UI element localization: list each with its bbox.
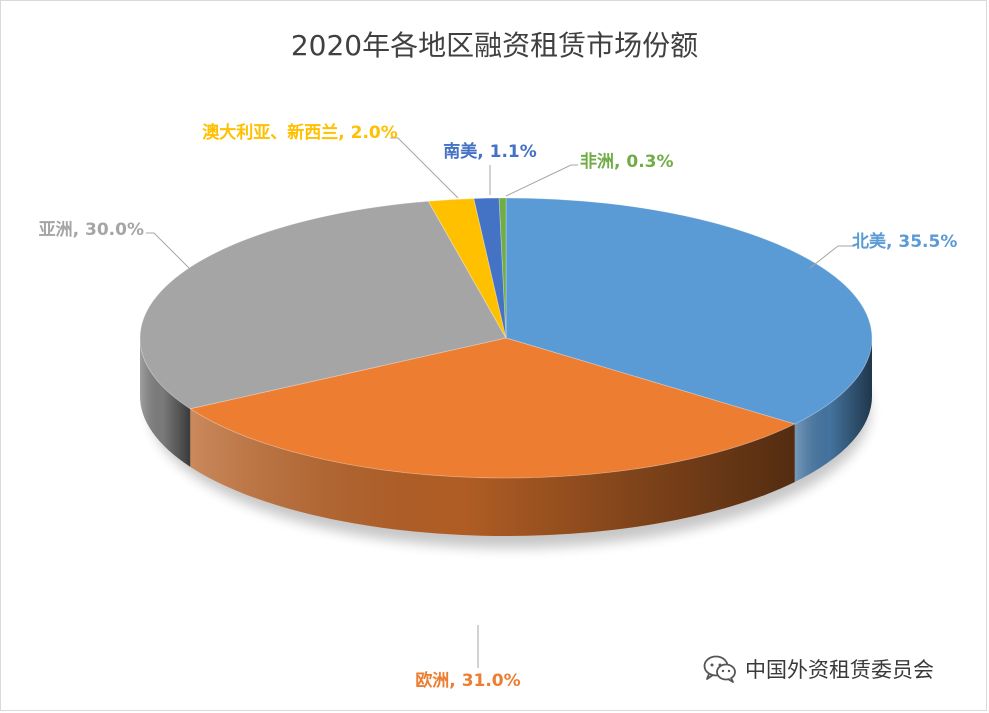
data-label-4: 南美, 1.1%	[443, 141, 537, 162]
leader-line-2	[146, 232, 198, 277]
leader-line-5	[505, 164, 578, 197]
data-label-3: 澳大利亚、新西兰, 2.0%	[202, 122, 398, 143]
chart-title: 2020年各地区融资租赁市场份额	[290, 29, 699, 62]
pie-top-highlight	[140, 198, 872, 478]
wechat-icon	[703, 655, 736, 683]
watermark: 中国外资租赁委员会	[703, 654, 934, 684]
leader-line-0	[809, 245, 855, 269]
data-label-0: 北美, 35.5%	[852, 231, 957, 252]
pie-side-shade-1	[190, 408, 795, 536]
pie-side-shade-2	[140, 338, 191, 467]
watermark-text: 中国外资租赁委员会	[745, 658, 934, 682]
data-label-2: 亚洲, 30.0%	[39, 220, 144, 240]
leader-line-3	[390, 137, 459, 199]
pie-side-shade-0	[794, 338, 872, 483]
data-label-5: 非洲, 0.3%	[580, 151, 674, 172]
data-label-1: 欧洲, 31.0%	[415, 670, 520, 691]
